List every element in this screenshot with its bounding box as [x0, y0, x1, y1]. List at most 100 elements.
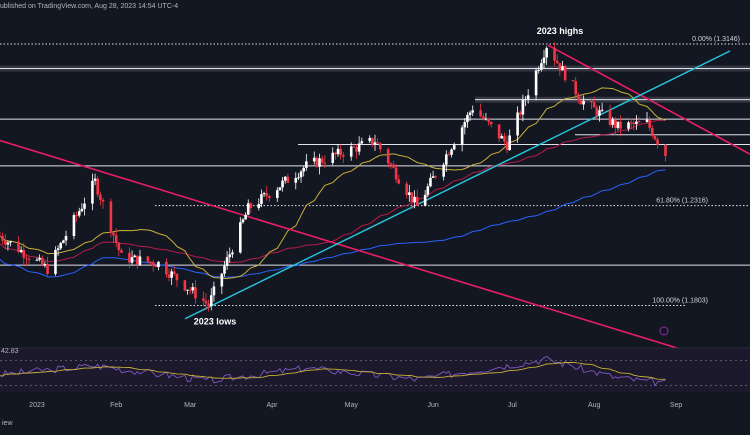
- candle: [91, 173, 94, 211]
- candle: [540, 59, 543, 72]
- candle: [54, 246, 57, 276]
- candle: [186, 289, 189, 295]
- candle: [3, 233, 7, 250]
- candle-body: [0, 235, 2, 237]
- candle-body: [415, 196, 419, 206]
- candle-body: [278, 187, 282, 191]
- candle-body: [241, 219, 245, 223]
- time-axis-label-may: May: [345, 402, 359, 409]
- candle: [386, 147, 390, 168]
- candle-body: [479, 110, 482, 117]
- candle: [46, 256, 49, 276]
- candle: [275, 187, 279, 202]
- candle: [352, 143, 356, 148]
- candle-body: [231, 252, 234, 255]
- candle: [302, 166, 305, 177]
- candle-body: [202, 298, 205, 301]
- candle-body: [561, 66, 564, 71]
- candle: [318, 153, 321, 175]
- candle: [209, 288, 213, 311]
- time-axis-background: [0, 393, 750, 417]
- candle-body: [360, 141, 364, 144]
- candle-body: [650, 127, 654, 137]
- candle: [146, 256, 150, 264]
- candle: [138, 249, 142, 266]
- candle-body: [130, 257, 134, 263]
- candle: [120, 248, 123, 253]
- candle: [188, 286, 192, 295]
- footer-brand: iew: [2, 420, 13, 427]
- candle: [479, 103, 482, 118]
- candle: [656, 137, 659, 149]
- candle-body: [302, 167, 305, 172]
- candle: [653, 134, 657, 141]
- candle: [0, 231, 2, 237]
- trendline-pink-short: [547, 44, 750, 155]
- candle: [175, 273, 179, 288]
- candle-body: [43, 264, 47, 266]
- candle: [77, 207, 81, 218]
- candle-body: [299, 171, 303, 178]
- candle: [22, 242, 26, 266]
- candle: [497, 124, 501, 142]
- candle-body: [249, 203, 253, 209]
- time-axis-label-mar: Mar: [184, 402, 197, 409]
- candle-body: [518, 112, 522, 115]
- candle-body: [508, 135, 511, 151]
- candle: [294, 172, 298, 190]
- rsi-value-label: 42.83: [1, 348, 19, 355]
- candle: [577, 92, 580, 104]
- candle-body: [577, 94, 580, 100]
- candle-body: [128, 252, 131, 263]
- candle-body: [183, 280, 187, 291]
- candle-body: [487, 118, 490, 122]
- candle-body: [503, 136, 506, 142]
- candle: [268, 194, 271, 202]
- candle-body: [627, 122, 630, 129]
- candle: [471, 105, 475, 116]
- candle: [452, 142, 456, 151]
- candle: [484, 113, 488, 121]
- candle: [415, 189, 419, 207]
- time-axis-label-jul: Jul: [508, 402, 517, 409]
- candle: [466, 112, 469, 128]
- candle: [508, 129, 511, 151]
- candle: [99, 191, 102, 206]
- candle: [249, 201, 253, 214]
- candle-body: [352, 146, 356, 148]
- candle-body: [312, 157, 316, 162]
- candle-body: [275, 190, 279, 198]
- candle-body: [656, 139, 659, 145]
- time-axis-label-sep: Sep: [670, 402, 683, 409]
- candle-body: [497, 124, 501, 139]
- candle: [518, 110, 522, 118]
- candle: [608, 104, 612, 128]
- candle-body: [429, 177, 432, 187]
- fib-100-label: 100.00% (1.1803): [652, 297, 708, 304]
- candle-body: [645, 119, 649, 122]
- candle: [202, 291, 205, 306]
- candle-body: [336, 148, 340, 155]
- candle-body: [170, 271, 173, 278]
- candle: [260, 189, 263, 208]
- candle-body: [460, 127, 464, 146]
- candle: [130, 250, 134, 265]
- candle: [611, 116, 614, 128]
- candle: [431, 170, 435, 178]
- candle: [357, 136, 361, 156]
- candle: [447, 151, 451, 156]
- candle-body: [349, 146, 353, 157]
- candle-body: [136, 255, 139, 265]
- candle-body: [59, 242, 63, 249]
- candle-body: [450, 149, 453, 155]
- candle: [405, 181, 408, 199]
- candle-body: [172, 271, 176, 274]
- candle-body: [38, 257, 41, 260]
- candle: [133, 254, 136, 258]
- candle: [648, 116, 651, 131]
- time-axis-label-aug: Aug: [588, 402, 601, 409]
- candle: [481, 113, 485, 121]
- candle-body: [452, 145, 456, 150]
